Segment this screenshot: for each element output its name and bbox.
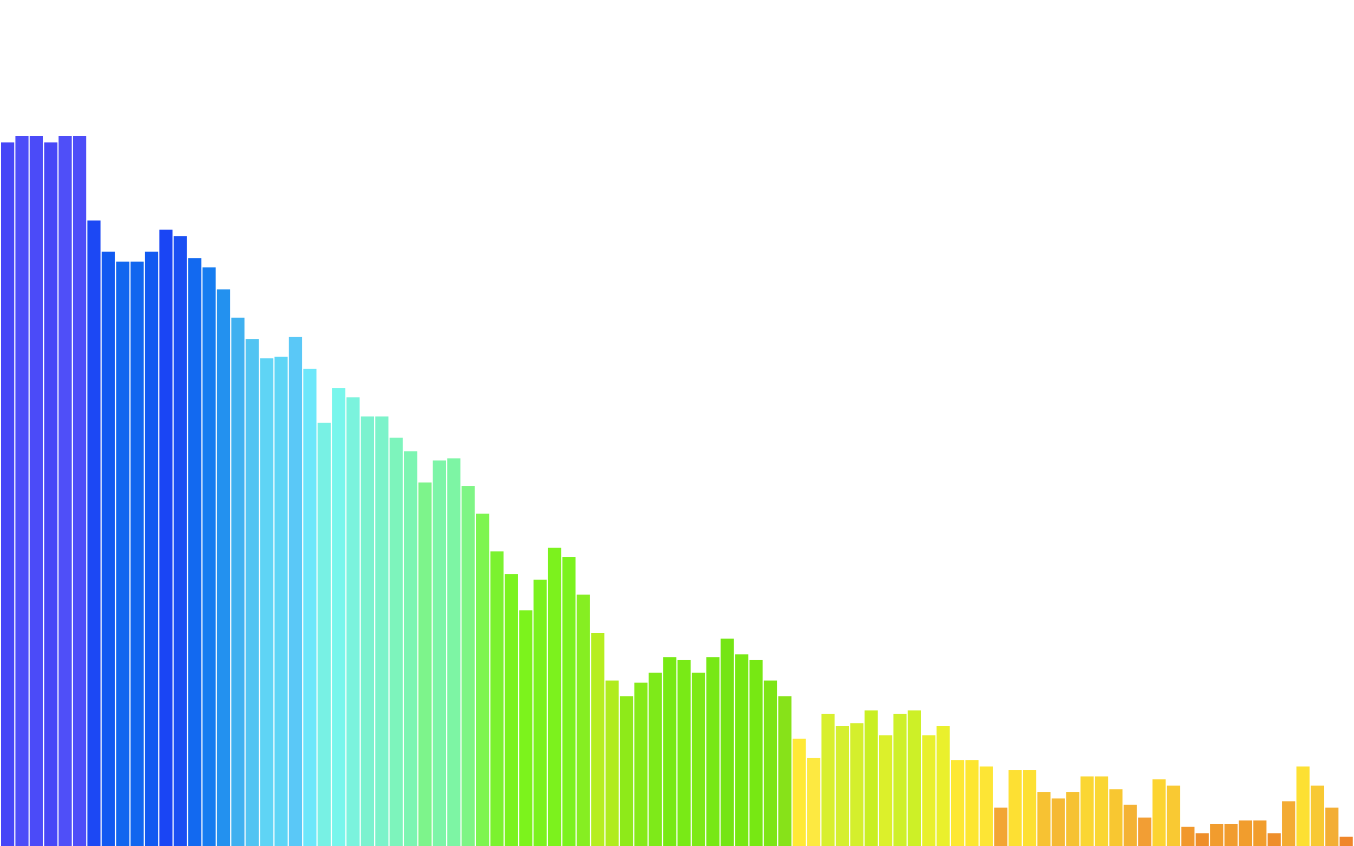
bar — [29, 136, 43, 846]
bar — [792, 738, 806, 846]
bar — [1224, 823, 1238, 846]
bar — [893, 713, 907, 846]
bar — [1066, 792, 1080, 846]
bar — [1008, 770, 1022, 846]
bar — [72, 136, 87, 846]
bar — [1181, 826, 1195, 846]
bar — [1123, 804, 1137, 846]
bar — [864, 710, 878, 846]
bar — [360, 416, 375, 846]
bar — [1, 142, 15, 846]
bar — [346, 397, 360, 846]
bar — [1152, 779, 1166, 846]
bar — [562, 557, 576, 846]
bar — [1037, 792, 1051, 846]
bar — [245, 339, 259, 846]
bar — [994, 807, 1008, 846]
bar — [432, 460, 446, 846]
bar — [1310, 785, 1325, 846]
bar — [835, 726, 850, 846]
bar — [1166, 785, 1181, 846]
bar — [504, 574, 518, 846]
bar — [44, 142, 58, 846]
bar — [922, 735, 936, 846]
bars-group — [1, 136, 1353, 846]
bar — [778, 696, 792, 846]
bar — [965, 760, 979, 846]
bar — [605, 680, 619, 846]
bar — [979, 766, 993, 846]
bar — [907, 710, 921, 846]
bar — [821, 713, 835, 846]
bar — [950, 760, 965, 846]
bar — [691, 672, 706, 846]
bar — [461, 486, 475, 846]
bar — [1022, 770, 1037, 846]
bar — [1080, 776, 1094, 846]
bar — [303, 368, 317, 846]
bar — [634, 682, 648, 846]
bar — [850, 723, 864, 846]
bar — [677, 659, 691, 846]
bar — [591, 633, 605, 846]
bar — [101, 251, 115, 846]
bar — [663, 657, 677, 846]
bar — [936, 726, 950, 846]
bar — [173, 236, 187, 846]
bar — [706, 657, 720, 846]
bar — [1282, 801, 1296, 846]
bar — [260, 358, 274, 846]
bar — [288, 336, 303, 846]
bar — [533, 579, 547, 846]
bar — [1094, 776, 1109, 846]
bar — [116, 261, 130, 846]
bar — [447, 458, 461, 846]
bar — [375, 416, 389, 846]
bar — [1253, 820, 1267, 846]
bar — [1210, 823, 1224, 846]
bar — [130, 261, 144, 846]
bar — [332, 388, 346, 846]
bar — [1339, 836, 1353, 846]
bar — [619, 696, 634, 846]
bar — [87, 220, 101, 846]
bar — [418, 482, 432, 846]
bar — [389, 437, 403, 846]
bar — [547, 547, 562, 846]
bar — [735, 654, 749, 846]
bar — [807, 757, 821, 846]
bar — [490, 551, 504, 846]
bar — [648, 672, 662, 846]
bar — [58, 136, 72, 846]
bar — [1296, 766, 1310, 846]
bar — [1195, 833, 1209, 846]
bar — [1325, 807, 1339, 846]
bar — [404, 451, 418, 846]
bar — [1138, 817, 1152, 846]
bar — [1109, 789, 1123, 846]
bar — [519, 610, 533, 846]
bar — [749, 659, 763, 846]
bar — [231, 317, 245, 846]
bar — [879, 735, 893, 846]
bar — [1267, 833, 1281, 846]
bar — [475, 513, 490, 846]
bar — [1051, 798, 1065, 846]
bar — [720, 638, 734, 846]
bar — [144, 251, 159, 846]
bar — [202, 267, 216, 846]
bar — [1238, 820, 1253, 846]
bar — [274, 356, 288, 846]
bar — [188, 258, 202, 846]
bar — [763, 680, 778, 846]
bar — [576, 594, 590, 846]
bar — [15, 136, 29, 846]
bar — [159, 229, 173, 846]
bar — [216, 289, 231, 846]
bar — [317, 422, 331, 846]
